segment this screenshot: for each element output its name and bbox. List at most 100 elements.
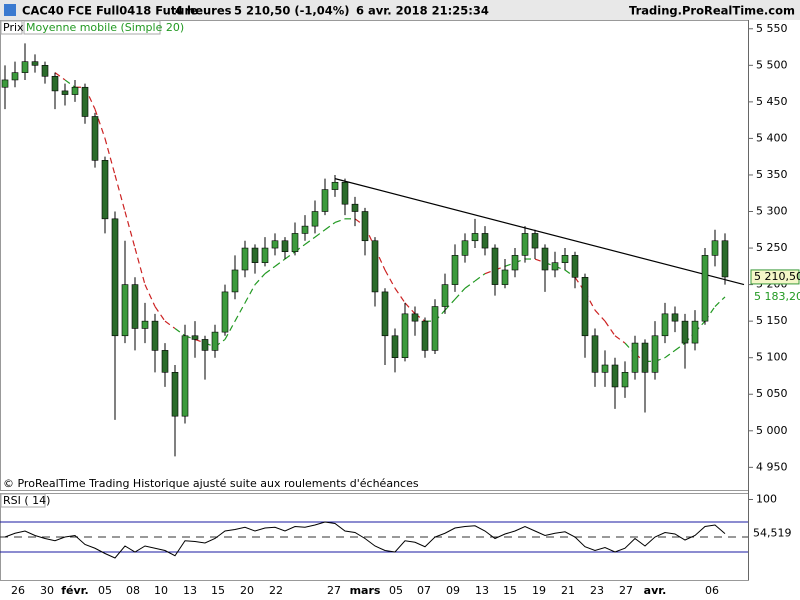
candle-body — [651, 335, 659, 373]
candle-body — [21, 61, 29, 73]
candle-body — [351, 203, 359, 212]
candle-body — [1, 79, 9, 88]
candle-body — [151, 320, 159, 351]
candle-body — [111, 218, 119, 337]
ma-label: 5 183,20 — [754, 290, 800, 303]
x-tick-label: 30 — [40, 584, 54, 597]
header-bar — [0, 0, 800, 20]
x-tick-label: 13 — [183, 584, 197, 597]
candle-body — [601, 364, 609, 373]
moving-average — [64, 79, 76, 88]
candle-body — [641, 342, 649, 373]
x-tick-label: 10 — [154, 584, 168, 597]
y-tick-label: 5 450 — [756, 95, 788, 108]
candle-body — [671, 313, 679, 322]
x-tick-label: 20 — [240, 584, 254, 597]
y-tick-label: 5 550 — [756, 22, 788, 35]
candle-body — [261, 247, 269, 263]
candle-body — [201, 339, 209, 351]
moving-average — [114, 174, 126, 212]
x-tick-label: 07 — [417, 584, 431, 597]
x-tick-label: 05 — [389, 584, 403, 597]
moving-average — [504, 262, 516, 267]
candle-body — [331, 181, 339, 190]
candle-body — [141, 320, 149, 329]
candle-body — [11, 72, 19, 81]
footer: © ProRealTime Trading Historique ajusté … — [3, 477, 419, 490]
price-label: 5 210,50 — [754, 270, 800, 283]
moving-average — [174, 327, 186, 337]
candle-body — [291, 233, 299, 253]
candle-body — [41, 65, 49, 77]
legend-box — [0, 20, 23, 35]
candle-body — [211, 331, 219, 351]
candle-body — [521, 233, 529, 256]
moving-average — [594, 309, 606, 322]
rsi-value-label: 54,519 — [753, 527, 792, 540]
x-tick-label: 15 — [211, 584, 225, 597]
moving-average — [234, 302, 246, 322]
moving-average — [314, 229, 326, 238]
candle-body — [661, 313, 669, 337]
legend-box — [23, 20, 161, 35]
candle-body — [691, 320, 699, 344]
moving-average — [134, 247, 146, 285]
moving-average — [324, 221, 336, 231]
moving-average — [254, 273, 266, 286]
moving-average — [404, 302, 416, 315]
candle-body — [421, 320, 429, 351]
y-tick-label: 5 500 — [756, 58, 788, 71]
moving-average — [474, 273, 486, 282]
moving-average — [124, 211, 136, 249]
rsi-tick-label: 100 — [756, 493, 777, 506]
candle-body — [171, 372, 179, 417]
candle-body — [591, 335, 599, 373]
candle-body — [531, 233, 539, 249]
y-tick-label: 5 000 — [756, 424, 788, 437]
candle-body — [611, 364, 619, 388]
candle-body — [451, 255, 459, 285]
moving-average — [614, 335, 626, 344]
candle-body — [551, 262, 559, 271]
x-tick-label: 13 — [475, 584, 489, 597]
x-tick-label: 23 — [590, 584, 604, 597]
moving-average — [394, 287, 406, 304]
legend-ma: Moyenne mobile (Simple 20) — [26, 21, 184, 34]
legend-box — [0, 493, 46, 508]
candle-body — [361, 211, 369, 242]
x-tick-label: 06 — [705, 584, 719, 597]
moving-average — [384, 269, 396, 289]
x-tick-label: 15 — [503, 584, 517, 597]
y-tick-label: 4 950 — [756, 460, 788, 473]
x-tick-label: avr. — [644, 584, 667, 597]
moving-average — [274, 258, 286, 267]
candle-body — [471, 233, 479, 242]
y-tick-label: 5 100 — [756, 351, 788, 364]
candle-body — [91, 116, 99, 161]
candle-body — [71, 86, 79, 95]
candle-body — [281, 240, 289, 253]
moving-average — [154, 306, 166, 322]
datetime: 6 avr. 2018 21:25:34 — [356, 4, 489, 18]
y-tick-label: 5 050 — [756, 387, 788, 400]
period: 4 heures — [175, 4, 232, 18]
moving-average — [164, 320, 176, 329]
instrument: CAC40 FCE Full0418 Future — [22, 4, 198, 18]
rsi-title: RSI ( 14) — [3, 494, 50, 507]
y-tick-label: 5 250 — [756, 241, 788, 254]
moving-average — [144, 284, 156, 307]
moving-average — [194, 338, 206, 344]
logo — [4, 4, 16, 16]
y-tick-label: 5 150 — [756, 314, 788, 327]
y-tick-label: 5 400 — [756, 131, 788, 144]
price-tag — [750, 269, 800, 285]
moving-average — [464, 280, 476, 289]
legend-price: Prix — [3, 21, 24, 34]
x-tick-label: 26 — [11, 584, 25, 597]
candle-body — [461, 240, 469, 256]
quote: 5 210,50 (-1,04%) — [234, 4, 350, 18]
candle-body — [481, 233, 489, 249]
y-tick-label: 5 350 — [756, 168, 788, 181]
candle-body — [631, 342, 639, 373]
